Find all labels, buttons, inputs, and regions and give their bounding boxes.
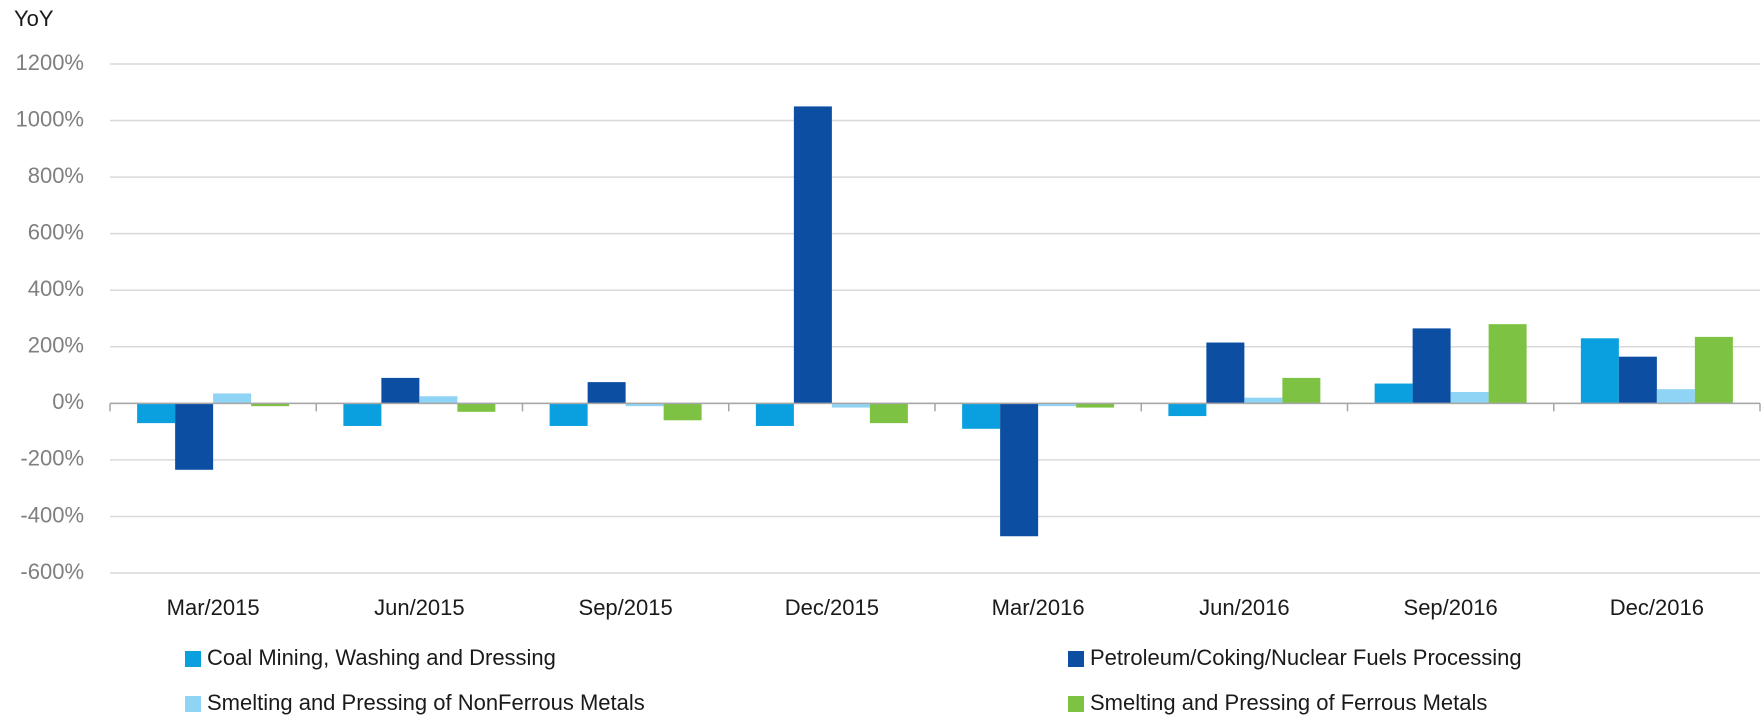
x-tick-label: Dec/2016 (1610, 595, 1704, 620)
bar (1374, 383, 1413, 404)
legend-label: Coal Mining, Washing and Dressing (207, 645, 556, 670)
legend-swatch (185, 696, 201, 712)
y-tick-label: 800% (28, 163, 84, 188)
bar (1694, 336, 1733, 404)
bar (587, 382, 626, 404)
y-axis-title: YoY (14, 6, 54, 31)
x-tick-label: Jun/2015 (374, 595, 465, 620)
legend-swatch (185, 651, 201, 667)
y-tick-label: 1000% (15, 106, 84, 131)
bar (1206, 342, 1245, 404)
legend-swatch (1068, 696, 1084, 712)
legend-label: Petroleum/Coking/Nuclear Fuels Processin… (1090, 645, 1522, 670)
y-tick-label: 1200% (15, 50, 84, 75)
bar (625, 403, 664, 407)
x-tick-label: Jun/2016 (1199, 595, 1290, 620)
bar (869, 403, 908, 424)
bar (1000, 403, 1039, 537)
bar (343, 403, 382, 426)
x-tick-label: Mar/2015 (167, 595, 260, 620)
bar (213, 393, 252, 404)
bar (251, 403, 290, 407)
bar (1412, 328, 1451, 404)
bar (1618, 356, 1657, 404)
bar (663, 403, 702, 421)
bar (1656, 389, 1695, 404)
bar (831, 403, 870, 408)
bar (1244, 397, 1283, 404)
x-tick-label: Dec/2015 (785, 595, 879, 620)
x-tick-label: Mar/2016 (992, 595, 1085, 620)
x-tick-label: Sep/2015 (579, 595, 673, 620)
y-tick-label: -200% (20, 446, 84, 471)
bar (1488, 324, 1527, 404)
bar (381, 377, 420, 404)
y-tick-label: -600% (20, 559, 84, 584)
bar (175, 403, 214, 470)
bar (419, 396, 458, 404)
y-tick-label: -400% (20, 502, 84, 527)
bar (457, 403, 496, 412)
y-tick-label: 0% (52, 389, 84, 414)
legend-label: Smelting and Pressing of Ferrous Metals (1090, 690, 1487, 715)
bar (1168, 403, 1207, 417)
bar (1580, 338, 1619, 404)
bar (1038, 403, 1077, 407)
y-tick-label: 200% (28, 333, 84, 358)
bar (1282, 377, 1321, 404)
bar (793, 106, 832, 404)
bar (1450, 392, 1489, 404)
legend-swatch (1068, 651, 1084, 667)
bar (137, 403, 176, 424)
bar (1076, 403, 1115, 408)
bar (962, 403, 1001, 429)
bar (755, 403, 794, 426)
x-tick-label: Sep/2016 (1404, 595, 1498, 620)
y-tick-label: 400% (28, 276, 84, 301)
y-tick-label: 600% (28, 219, 84, 244)
bar (549, 403, 588, 426)
legend-label: Smelting and Pressing of NonFerrous Meta… (207, 690, 645, 715)
